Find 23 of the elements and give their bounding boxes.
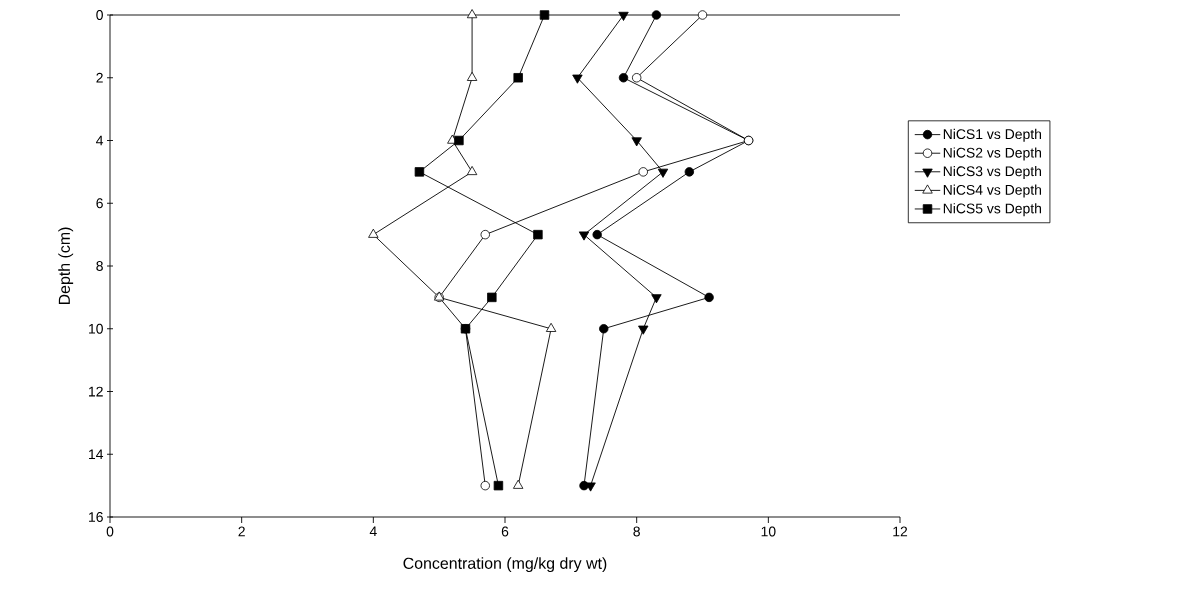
legend-label: NiCS4 vs Depth	[943, 184, 1042, 198]
y-tick-label: 16	[89, 512, 103, 522]
y-tick-label: 4	[96, 135, 104, 146]
y-tick-label: 0	[96, 10, 103, 20]
y-tick-label: 14	[89, 449, 104, 460]
legend-label: NiCS1 vs Depth	[943, 128, 1042, 142]
x-tick-label: 10	[761, 526, 776, 537]
x-tick-label: 2	[238, 526, 245, 537]
x-tick-label: 0	[106, 526, 114, 537]
legend-label: NiCS2 vs Depth	[943, 147, 1042, 161]
x-axis-title: Concentration (mg/kg dry wt)	[403, 557, 607, 573]
y-tick-label: 8	[96, 261, 103, 271]
y-tick-label: 12	[89, 386, 103, 397]
x-tick-label: 8	[633, 526, 640, 537]
x-tick-label: 6	[501, 526, 509, 537]
x-tick-label: 4	[369, 526, 377, 537]
x-tick-label: 12	[893, 526, 908, 537]
legend-label: NiCS3 vs Depth	[943, 165, 1042, 179]
y-tick-label: 6	[96, 198, 103, 209]
y-axis-title: Depth (cm)	[58, 227, 74, 305]
y-tick-label: 2	[96, 72, 103, 83]
y-tick-label: 10	[89, 323, 103, 334]
legend-label: NiCS5 vs Depth	[943, 203, 1042, 217]
